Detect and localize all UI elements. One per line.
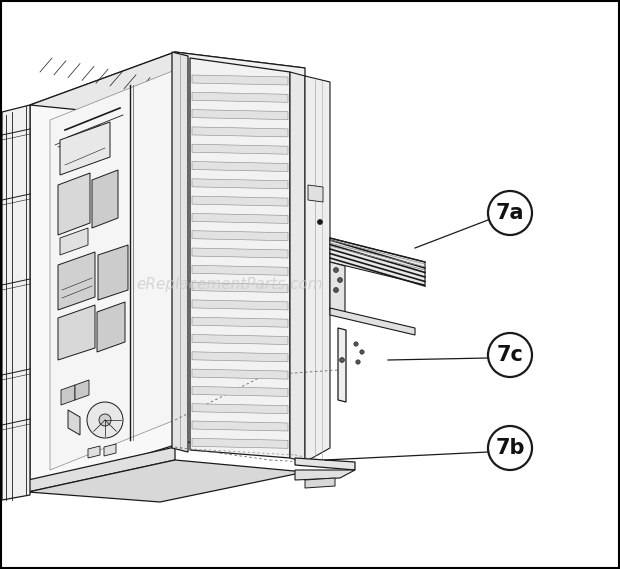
Polygon shape	[190, 58, 290, 458]
Circle shape	[488, 426, 532, 470]
Polygon shape	[92, 170, 118, 228]
Polygon shape	[28, 447, 175, 492]
Text: eReplacementParts.com: eReplacementParts.com	[136, 277, 323, 292]
Polygon shape	[192, 248, 288, 258]
Circle shape	[334, 267, 339, 273]
Polygon shape	[61, 385, 75, 405]
Polygon shape	[192, 317, 288, 327]
Polygon shape	[60, 228, 88, 255]
Circle shape	[360, 350, 364, 354]
Polygon shape	[192, 92, 288, 102]
Polygon shape	[192, 196, 288, 206]
Polygon shape	[175, 52, 305, 445]
Circle shape	[337, 278, 342, 282]
Polygon shape	[192, 144, 288, 154]
Polygon shape	[192, 265, 288, 275]
Polygon shape	[104, 444, 116, 456]
Polygon shape	[60, 122, 110, 175]
Circle shape	[87, 402, 123, 438]
Polygon shape	[50, 70, 175, 470]
Polygon shape	[295, 458, 355, 470]
Polygon shape	[192, 386, 288, 397]
Polygon shape	[192, 369, 288, 379]
Polygon shape	[192, 300, 288, 310]
Circle shape	[334, 287, 339, 292]
Polygon shape	[192, 75, 288, 85]
Polygon shape	[192, 213, 288, 224]
Circle shape	[99, 414, 111, 426]
Polygon shape	[330, 262, 345, 314]
Polygon shape	[192, 403, 288, 414]
Polygon shape	[192, 127, 288, 137]
Circle shape	[488, 191, 532, 235]
Polygon shape	[330, 308, 415, 335]
Polygon shape	[58, 173, 90, 235]
Polygon shape	[88, 446, 100, 458]
Polygon shape	[330, 238, 425, 285]
Text: 7a: 7a	[496, 203, 525, 223]
Polygon shape	[10, 108, 22, 490]
Polygon shape	[192, 438, 288, 448]
Polygon shape	[338, 328, 346, 402]
Polygon shape	[58, 252, 95, 310]
Circle shape	[356, 360, 360, 364]
Circle shape	[488, 333, 532, 377]
Polygon shape	[75, 380, 89, 400]
Polygon shape	[68, 410, 80, 435]
Polygon shape	[290, 72, 305, 462]
Circle shape	[340, 357, 345, 362]
Polygon shape	[28, 460, 305, 502]
Polygon shape	[192, 335, 288, 344]
Polygon shape	[192, 162, 288, 171]
Polygon shape	[305, 76, 330, 462]
Polygon shape	[30, 52, 305, 118]
Circle shape	[317, 220, 322, 225]
Text: 7b: 7b	[495, 438, 525, 458]
Circle shape	[354, 342, 358, 346]
Polygon shape	[2, 105, 30, 500]
Polygon shape	[305, 478, 335, 488]
Polygon shape	[58, 305, 95, 360]
Text: 7c: 7c	[497, 345, 523, 365]
Polygon shape	[98, 245, 128, 300]
Polygon shape	[192, 421, 288, 431]
Polygon shape	[295, 470, 355, 480]
Polygon shape	[192, 110, 288, 119]
Polygon shape	[30, 52, 175, 490]
Polygon shape	[192, 179, 288, 189]
Polygon shape	[172, 52, 188, 452]
Polygon shape	[192, 283, 288, 292]
Polygon shape	[192, 352, 288, 362]
Polygon shape	[97, 302, 125, 352]
Polygon shape	[192, 230, 288, 241]
Polygon shape	[308, 185, 323, 202]
